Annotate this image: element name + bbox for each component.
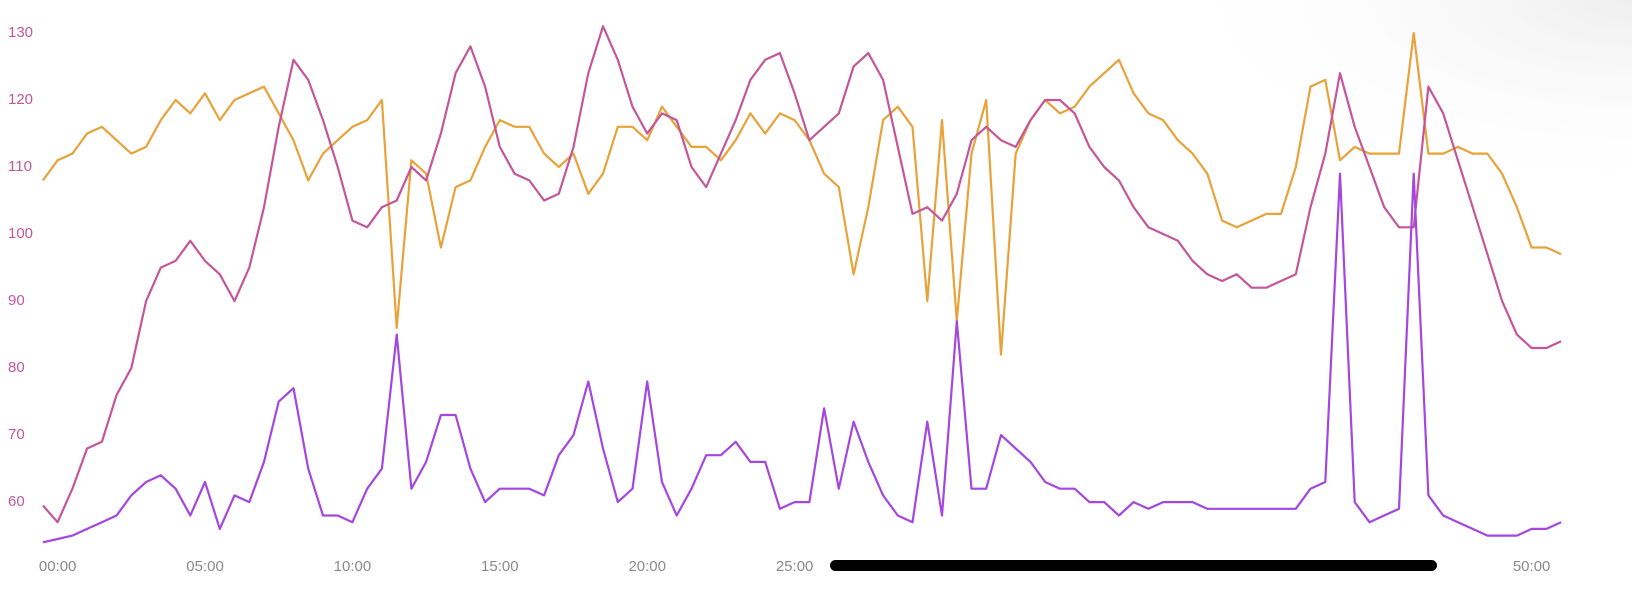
series-line: [42, 172, 1562, 544]
x-tick-label: 50:00: [1513, 558, 1551, 575]
x-tick-label: 10:00: [334, 558, 372, 575]
scrubber-bar[interactable]: [830, 560, 1437, 571]
x-tick-label: 20:00: [628, 558, 666, 575]
y-tick-label: 100: [8, 225, 33, 242]
y-tick-label: 110: [8, 158, 32, 175]
y-tick-label: 120: [8, 91, 33, 108]
x-tick-label: 05:00: [186, 558, 224, 575]
y-tick-label: 60: [8, 493, 25, 510]
x-tick-label: 00:00: [39, 558, 77, 575]
y-tick-label: 90: [8, 292, 25, 309]
x-tick-label: 25:00: [776, 558, 814, 575]
plot: [42, 25, 1562, 544]
y-tick-label: 130: [8, 24, 33, 41]
series-line: [42, 31, 1562, 356]
y-tick-label: 80: [8, 359, 25, 376]
x-tick-label: 15:00: [481, 558, 519, 575]
y-tick-label: 70: [8, 426, 25, 443]
series-line: [42, 25, 1562, 524]
background-glow: [1150, 0, 1632, 200]
